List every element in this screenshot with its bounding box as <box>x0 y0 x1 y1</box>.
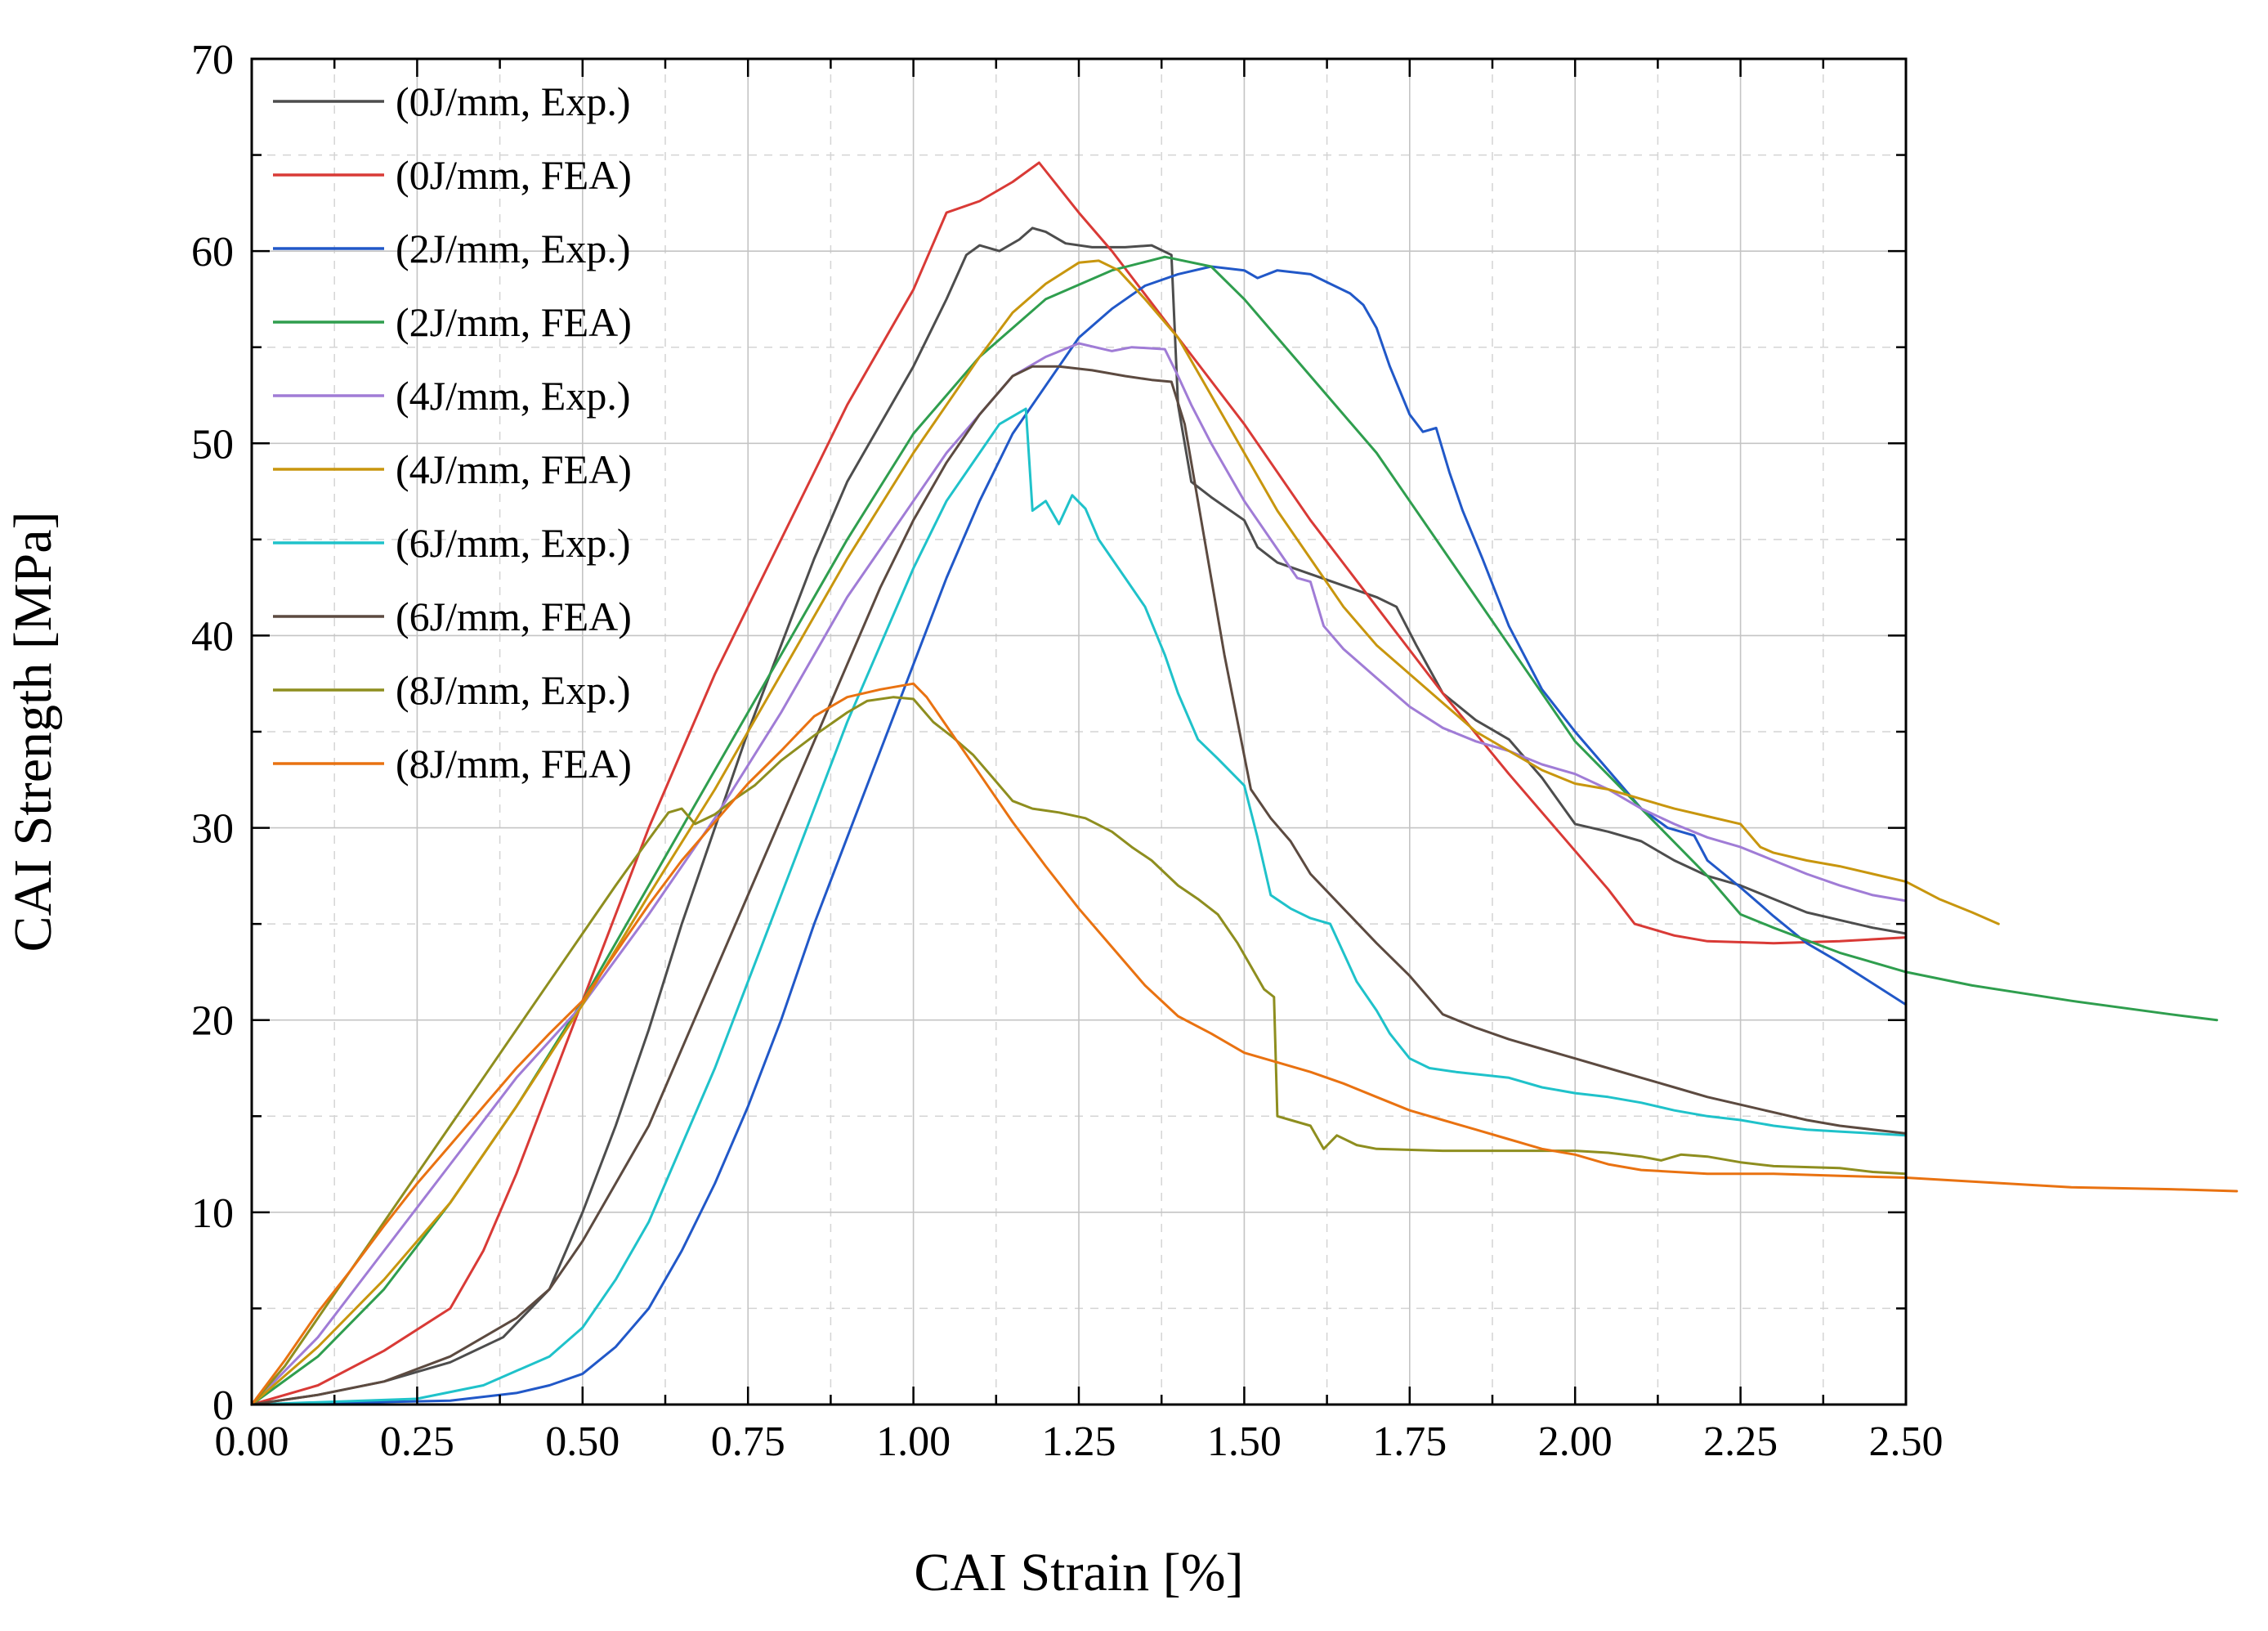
legend-item-6: (6J/mm, Exp.) <box>273 520 630 566</box>
legend: (0J/mm, Exp.) (0J/mm, FEA) (2J/mm, Exp.) (2… <box>273 78 632 786</box>
legend-label: (0J/mm, Exp.) <box>396 78 630 124</box>
x-tick-labels: 0.00 0.25 0.50 0.75 1.00 1.25 1.50 1.75 2.00 2.25… <box>215 1418 1944 1465</box>
x-tick-label: 0.00 <box>215 1418 289 1465</box>
legend-label: (6J/mm, FEA) <box>396 594 632 639</box>
legend-item-8: (8J/mm, Exp.) <box>273 667 630 713</box>
x-tick-label: 0.75 <box>711 1418 785 1465</box>
x-tick-label: 1.50 <box>1207 1418 1282 1465</box>
legend-label: (4J/mm, FEA) <box>396 446 632 492</box>
legend-label: (2J/mm, FEA) <box>396 299 632 345</box>
x-tick-label: 0.50 <box>545 1418 620 1465</box>
y-tick-label: 70 <box>191 37 234 83</box>
x-tick-label: 2.00 <box>1538 1418 1613 1465</box>
legend-label: (8J/mm, FEA) <box>396 741 632 786</box>
y-tick-label: 60 <box>191 229 234 276</box>
series-lines <box>250 161 2239 1406</box>
x-tick-label: 2.25 <box>1703 1418 1778 1465</box>
x-axis-title: CAI Strain [%] <box>914 1543 1243 1602</box>
y-tick-label: 20 <box>191 998 234 1045</box>
series-line-6 <box>250 407 1908 1406</box>
legend-label: (0J/mm, FEA) <box>396 152 632 198</box>
series-line-2 <box>250 265 1908 1406</box>
x-tick-label: 1.25 <box>1042 1418 1116 1465</box>
y-tick-label: 10 <box>191 1190 234 1237</box>
series-line-5 <box>250 259 2000 1406</box>
legend-item-3: (2J/mm, FEA) <box>273 299 632 345</box>
y-tick-label: 30 <box>191 806 234 853</box>
legend-item-2: (2J/mm, Exp.) <box>273 226 630 271</box>
legend-label: (6J/mm, Exp.) <box>396 520 630 566</box>
series-line-9 <box>250 682 2239 1406</box>
series-line-4 <box>250 342 1908 1406</box>
axis-ticks <box>250 57 1908 1406</box>
legend-item-4: (4J/mm, Exp.) <box>273 373 630 419</box>
legend-label: (4J/mm, Exp.) <box>396 373 630 419</box>
x-tick-label: 1.75 <box>1372 1418 1447 1465</box>
y-axis-title: CAI Strength [MPa] <box>3 512 63 952</box>
legend-item-5: (4J/mm, FEA) <box>273 446 632 492</box>
x-tick-label: 2.50 <box>1869 1418 1944 1465</box>
grid-major <box>252 59 1906 1405</box>
legend-item-7: (6J/mm, FEA) <box>273 594 632 639</box>
legend-item-0: (0J/mm, Exp.) <box>273 78 630 124</box>
series-line-1 <box>250 161 1908 1406</box>
legend-label: (8J/mm, Exp.) <box>396 667 630 713</box>
series-line-7 <box>250 365 1908 1406</box>
y-tick-labels: 0 10 20 30 40 50 60 70 <box>191 37 234 1429</box>
series-line-0 <box>250 226 1908 1406</box>
legend-item-9: (8J/mm, FEA) <box>273 741 632 786</box>
legend-item-1: (0J/mm, FEA) <box>273 152 632 198</box>
legend-label: (2J/mm, Exp.) <box>396 226 630 271</box>
y-tick-label: 50 <box>191 421 234 468</box>
y-tick-label: 40 <box>191 613 234 660</box>
x-tick-label: 0.25 <box>380 1418 454 1465</box>
series-line-3 <box>250 255 2218 1406</box>
x-tick-label: 1.00 <box>876 1418 951 1465</box>
y-tick-label: 0 <box>212 1382 234 1429</box>
